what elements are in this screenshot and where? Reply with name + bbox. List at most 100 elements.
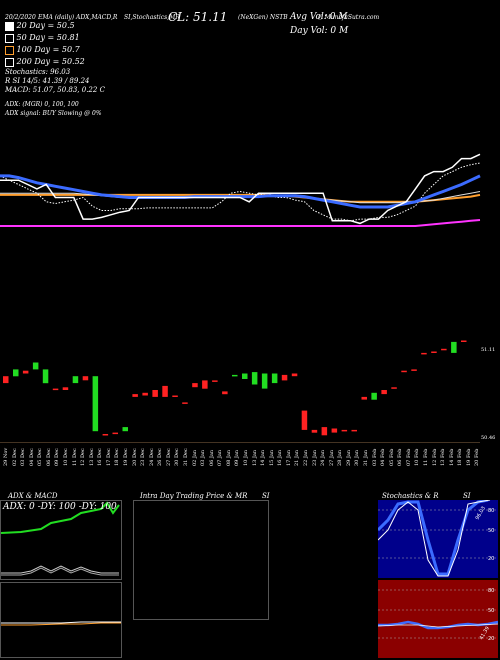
candle: [461, 340, 467, 342]
date-tick: 07 Jan: [217, 449, 224, 466]
candle: [431, 351, 437, 353]
candle: [341, 429, 348, 432]
candle: [13, 369, 19, 377]
rsi-tick: 50: [488, 608, 494, 614]
candle: [72, 376, 79, 384]
price-chart: [0, 153, 481, 227]
date-tick: 11 Feb: [423, 448, 429, 466]
ema100-line: [0, 193, 481, 203]
date-tick: 15 Jan: [268, 449, 275, 466]
date-tick: 17 Dec: [105, 448, 112, 466]
date-tick: 31 Jan: [363, 449, 369, 466]
candle: [102, 434, 109, 436]
date-tick: 13 Dec: [88, 448, 95, 466]
candle: [152, 390, 158, 397]
price-tag: 51.11: [481, 347, 496, 353]
date-tick: 30 Jan: [354, 449, 361, 466]
date-tick: 07 Feb: [405, 448, 412, 466]
candle: [301, 410, 308, 430]
ema200-line: [0, 219, 481, 227]
date-tick: 27 Dec: [165, 448, 172, 466]
date-tick: 10 Dec: [63, 448, 69, 466]
date-tick: 04 Feb: [380, 448, 387, 466]
legend-text-ema50: 50 Day = 50.81: [16, 33, 80, 42]
date-tick: 23 Dec: [140, 448, 147, 466]
candle: [371, 392, 377, 400]
date-tick: 19 Feb: [465, 448, 472, 466]
mr-panel-right: SI: [262, 492, 270, 500]
candle: [32, 362, 39, 370]
candle: [281, 374, 288, 381]
candle: [242, 373, 248, 379]
candle: [291, 373, 298, 377]
stoch-plot: 80 50 20 96.03: [378, 500, 498, 577]
adx-panel-title: ADX & MACD: [8, 492, 58, 500]
legend-text-ema100: 100 Day = 50.7: [16, 45, 80, 54]
header-source: () MunafaSutra.com: [318, 14, 380, 21]
date-tick: 12 Feb: [431, 448, 438, 466]
date-tick: 06 Feb: [397, 448, 404, 466]
date-tick: 05 Feb: [388, 448, 395, 466]
avg-volume: Avg Vol: 0 M: [290, 12, 348, 22]
mr-panel: [133, 500, 269, 620]
date-tick: 05 Dec: [37, 448, 44, 466]
legend-box-ema20: [5, 21, 14, 31]
candle-chart: [0, 340, 480, 443]
rsi-panel: 80 50 20 41.39: [378, 580, 498, 658]
date-tick: 28 Jan: [337, 449, 344, 466]
candle: [421, 352, 427, 355]
date-tick: 18 Dec: [114, 448, 121, 466]
adx-line: [1, 501, 120, 534]
stoch-value: 96.03: [475, 506, 487, 521]
date-tick: 11 Dec: [71, 448, 78, 466]
candle: [162, 385, 168, 397]
candle: [3, 376, 9, 384]
candle: [311, 429, 318, 433]
date-tick: 22 Jan: [303, 449, 309, 466]
stoch-d-line: [378, 500, 491, 577]
stoch-tick: 80: [488, 508, 494, 514]
date-tick: 08 Jan: [225, 449, 232, 466]
date-tick: 20 Feb: [474, 448, 481, 466]
candle: [132, 394, 138, 397]
date-tick: 14 Jan: [260, 449, 267, 466]
date-tick: 30 Dec: [174, 448, 181, 466]
date-tick: 04 Dec: [28, 448, 35, 466]
legend-text-ema20: 20 Day = 50.5: [16, 21, 75, 30]
candle: [361, 396, 367, 400]
low-tag: 50.46: [481, 435, 496, 441]
date-tick: 29 Jan: [345, 449, 352, 466]
macd-plot: [1, 621, 121, 626]
legend-ema20: 20 Day = 50.5: [5, 21, 75, 31]
candle: [251, 372, 258, 385]
candle: [212, 380, 218, 382]
date-tick: 10 Feb: [414, 448, 421, 466]
adx-readout: ADX: (MGR) 0, 100, 100: [5, 101, 79, 108]
date-tick: 20 Dec: [131, 448, 138, 466]
date-tick: 24 Dec: [148, 448, 155, 466]
signal-line: [1, 622, 121, 626]
candle: [261, 373, 268, 389]
candle: [441, 348, 447, 351]
stoch-panel-title: Stochastics & R: [382, 492, 439, 500]
date-tick: 13 Feb: [440, 448, 447, 466]
date-tick: 06 Dec: [45, 448, 52, 466]
candle: [351, 429, 357, 432]
rsi-readout: R SI 14/5: 41.39 / 89.24: [5, 77, 90, 85]
candle: [142, 392, 148, 396]
candle: [62, 387, 69, 390]
stoch-tick: 50: [488, 528, 494, 534]
legend-ema100: 100 Day = 50.7: [5, 45, 80, 55]
candle: [42, 369, 49, 384]
minus-di-line: [1, 565, 119, 574]
header-date: 20/2/2020: [5, 14, 36, 21]
candle: [182, 402, 188, 404]
date-tick: 12 Dec: [80, 448, 87, 466]
candle: [22, 370, 29, 374]
header-indicators: EMA (daily) ADX,MACD,R: [38, 14, 118, 21]
header-indicators-2: SI,Stochastics,MR: [124, 14, 180, 21]
stoch-tick: 20: [488, 556, 494, 562]
legend-box-ema50: [5, 33, 14, 43]
rsi-tick: 20: [488, 636, 494, 642]
